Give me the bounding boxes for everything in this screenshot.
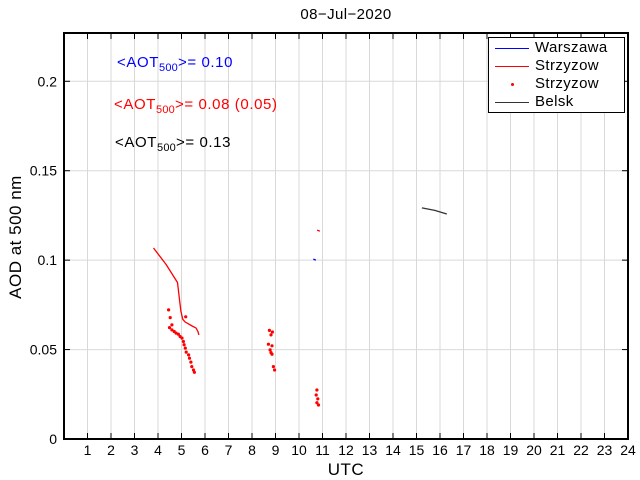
legend-item-strzyzow-dots: Strzyzow [489, 75, 624, 93]
legend-item-warszawa: Warszawa [489, 39, 624, 57]
annotation-prefix: <AOT [117, 54, 159, 71]
svg-text:0.05: 0.05 [30, 342, 57, 358]
svg-text:24: 24 [620, 442, 636, 458]
svg-text:18: 18 [479, 442, 495, 458]
svg-text:4: 4 [154, 442, 162, 458]
svg-text:2: 2 [107, 442, 115, 458]
annotation-prefix: <AOT [115, 134, 157, 151]
svg-text:5: 5 [178, 442, 186, 458]
legend-label: Warszawa [535, 39, 608, 56]
plot-box [63, 32, 629, 440]
svg-text:0.2: 0.2 [38, 73, 58, 89]
svg-text:15: 15 [409, 442, 425, 458]
aot-annotation-strzyzow: <AOT500>= 0.08 (0.05) [114, 96, 278, 116]
series-belsk-line [421, 207, 447, 215]
svg-text:0.15: 0.15 [30, 163, 57, 179]
annotation-value: >= 0.10 [177, 54, 234, 71]
svg-text:9: 9 [272, 442, 280, 458]
svg-text:1: 1 [84, 442, 92, 458]
legend-line-sample [489, 101, 535, 103]
annotation-subscript: 500 [156, 104, 175, 116]
svg-text:20: 20 [526, 442, 542, 458]
svg-text:7: 7 [225, 442, 233, 458]
gridlines [64, 33, 628, 439]
series-warszawa-line [313, 258, 317, 261]
svg-text:12: 12 [338, 442, 354, 458]
svg-text:6: 6 [201, 442, 209, 458]
x-axis-label: UTC [327, 460, 365, 479]
svg-text:17: 17 [456, 442, 472, 458]
aot-annotation-belsk: <AOT500>= 0.13 [115, 134, 231, 154]
svg-text:14: 14 [385, 442, 401, 458]
svg-text:0.1: 0.1 [38, 252, 58, 268]
legend-label: Belsk [535, 93, 574, 110]
legend: Warszawa Strzyzow Strzyzow Belsk [488, 37, 625, 113]
series-strzyzow-dots [167, 308, 321, 407]
svg-text:0: 0 [49, 431, 57, 447]
svg-text:21: 21 [550, 442, 566, 458]
svg-text:22: 22 [573, 442, 589, 458]
legend-line-sample [489, 47, 535, 49]
annotation-subscript: 500 [159, 62, 178, 74]
svg-text:8: 8 [248, 442, 256, 458]
svg-text:13: 13 [362, 442, 378, 458]
legend-item-strzyzow-line: Strzyzow [489, 57, 624, 75]
legend-item-belsk: Belsk [489, 93, 624, 111]
svg-text:11: 11 [315, 442, 330, 458]
annotation-subscript: 500 [157, 142, 176, 154]
y-tick-labels: 0 0.05 0.1 0.15 0.2 [30, 73, 57, 447]
aot-annotation-warszawa: <AOT500>= 0.10 [117, 54, 233, 74]
legend-marker-sample [489, 82, 535, 86]
svg-text:3: 3 [131, 442, 139, 458]
legend-label: Strzyzow [535, 57, 600, 74]
series-strzyzow-line [152, 229, 321, 336]
legend-line-sample [489, 65, 535, 67]
svg-text:10: 10 [291, 442, 307, 458]
svg-text:16: 16 [432, 442, 448, 458]
annotation-value: >= 0.08 (0.05) [174, 96, 278, 113]
annotation-value: >= 0.13 [175, 134, 232, 151]
annotation-prefix: <AOT [114, 96, 156, 113]
legend-label: Strzyzow [535, 75, 600, 92]
y-axis-label: AOD at 500 nm [6, 175, 25, 299]
svg-text:23: 23 [597, 442, 613, 458]
chart-title: 08−Jul−2020 [300, 6, 392, 23]
x-tick-labels: 1 2 3 4 5 6 7 8 9 10 11 12 13 14 15 16 17 18 19 20 21 22 23 24 [84, 442, 636, 458]
svg-text:19: 19 [503, 442, 519, 458]
